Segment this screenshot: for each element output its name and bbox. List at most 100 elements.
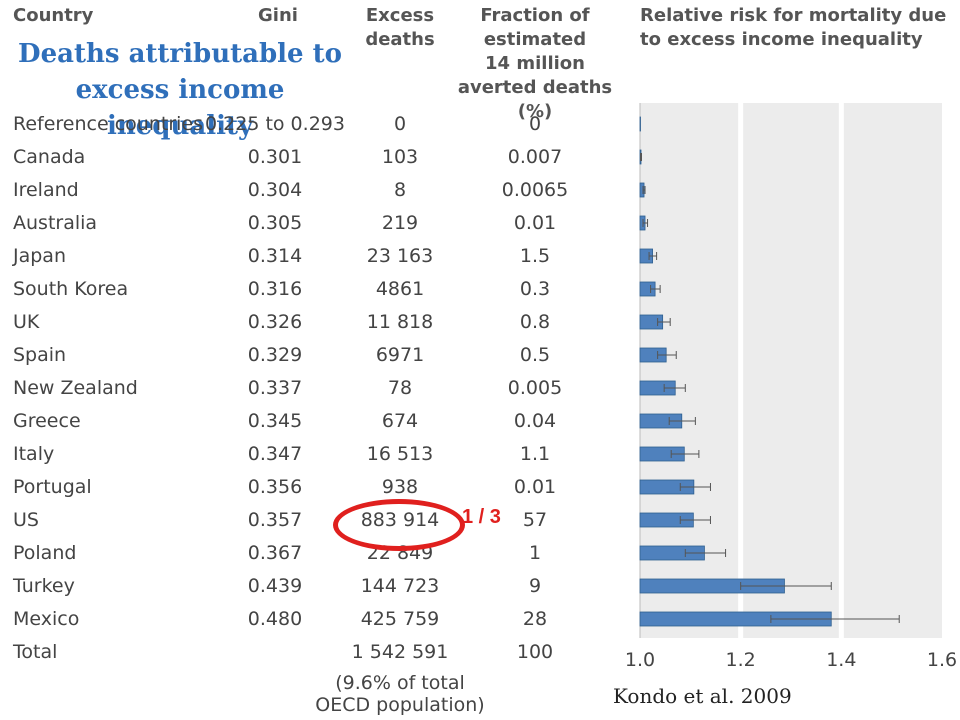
cell-fraction: 0.8: [519, 311, 551, 333]
cell-gini: 0.304: [247, 179, 303, 201]
table-row: Australia 0.305 219 0.01: [0, 208, 600, 238]
relative-risk-bar-chart: 1.0 1.2 1.4 1.6: [625, 103, 957, 671]
us-highlight-ellipse: [333, 499, 465, 551]
cell-gini: 0.316: [247, 278, 303, 300]
header-risk-line: to excess income inequality: [640, 29, 923, 50]
header-fraction: Fraction of estimated 14 million averted…: [440, 4, 630, 124]
cell-gini: 0.367: [247, 542, 303, 564]
one-third-annotation: 1 / 3: [462, 506, 501, 528]
header-fraction-line: Fraction of: [480, 5, 590, 26]
cell-country: Canada: [13, 146, 86, 168]
cell-excess: 23 163: [366, 245, 434, 267]
cell-gini: 0.225 to 0.293: [205, 113, 345, 135]
cell-excess: 144 723: [360, 575, 440, 597]
x-tick-label: 1.4: [826, 649, 856, 671]
table-row: South Korea 0.316 4861 0.3: [0, 274, 600, 304]
cell-country: Ireland: [13, 179, 79, 201]
table-row: Total 1 542 591 100: [0, 637, 600, 667]
table-row: Portugal 0.356 938 0.01: [0, 472, 600, 502]
cell-fraction: 9: [528, 575, 542, 597]
cell-country: Poland: [13, 542, 77, 564]
cell-gini: 0.301: [247, 146, 303, 168]
cell-gini: 0.356: [247, 476, 303, 498]
cell-fraction: 0.04: [513, 410, 557, 432]
cell-fraction: 1.1: [519, 443, 551, 465]
cell-excess: 0: [393, 113, 407, 135]
table-row: Canada 0.301 103 0.007: [0, 142, 600, 172]
gridline: [738, 103, 744, 638]
header-gini: Gini: [258, 5, 298, 26]
cell-fraction: 28: [522, 608, 548, 630]
cell-gini: 0.337: [247, 377, 303, 399]
cell-excess: 219: [381, 212, 419, 234]
header-excess-line: deaths: [365, 29, 435, 50]
cell-country: Spain: [13, 344, 67, 366]
x-tick-label: 1.2: [726, 649, 756, 671]
cell-country: Australia: [13, 212, 98, 234]
cell-country: Greece: [13, 410, 81, 432]
table-row: Mexico 0.480 425 759 28: [0, 604, 600, 634]
gridline: [838, 103, 844, 638]
cell-gini: 0.305: [247, 212, 303, 234]
cell-gini: 0.480: [247, 608, 303, 630]
cell-fraction: 1: [528, 542, 542, 564]
header-country: Country: [13, 5, 94, 26]
cell-fraction: 0.01: [513, 212, 557, 234]
total-note-line: (9.6% of total: [335, 672, 465, 694]
cell-country: Italy: [13, 443, 55, 465]
cell-country: Turkey: [13, 575, 75, 597]
bar: [639, 116, 641, 132]
table-row: Poland 0.367 22 849 1: [0, 538, 600, 568]
cell-excess: 103: [381, 146, 419, 168]
x-tick-label: 1.0: [625, 649, 655, 671]
table-row: US 0.357 883 914 57: [0, 505, 600, 535]
cell-fraction: 100: [516, 641, 554, 663]
header-excess-line: Excess: [365, 5, 435, 26]
cell-excess: 1 542 591: [351, 641, 449, 663]
cell-fraction: 0: [528, 113, 542, 135]
cell-fraction: 0.01: [513, 476, 557, 498]
header-fraction-line: averted deaths (%): [457, 77, 613, 122]
cell-excess: 425 759: [360, 608, 440, 630]
cell-country: South Korea: [13, 278, 129, 300]
cell-fraction: 0.007: [507, 146, 563, 168]
table-row: Spain 0.329 6971 0.5: [0, 340, 600, 370]
cell-country: Total: [13, 641, 58, 663]
header-fraction-line: estimated: [483, 29, 587, 50]
cell-fraction: 0.005: [507, 377, 563, 399]
header-risk-line: Relative risk for mortality due: [640, 5, 947, 26]
table-row: Ireland 0.304 8 0.0065: [0, 175, 600, 205]
table-row: Reference countries 0.225 to 0.293 0 0: [0, 109, 600, 139]
header-relative-risk: Relative risk for mortality due to exces…: [640, 4, 946, 52]
cell-excess: 78: [387, 377, 413, 399]
cell-excess: 16 513: [366, 443, 434, 465]
cell-gini: 0.345: [247, 410, 303, 432]
cell-fraction: 1.5: [519, 245, 551, 267]
cell-fraction: 0.5: [519, 344, 551, 366]
cell-gini: 0.347: [247, 443, 303, 465]
total-note-line: OECD population): [315, 694, 485, 716]
cell-fraction: 57: [522, 509, 548, 531]
cell-excess: 11 818: [366, 311, 434, 333]
table-row: New Zealand 0.337 78 0.005: [0, 373, 600, 403]
cell-gini: 0.439: [247, 575, 303, 597]
table-row: Turkey 0.439 144 723 9: [0, 571, 600, 601]
cell-excess: 674: [381, 410, 419, 432]
table-row: Greece 0.345 674 0.04: [0, 406, 600, 436]
cell-gini: 0.357: [247, 509, 303, 531]
cell-excess: 938: [381, 476, 419, 498]
cell-gini: 0.326: [247, 311, 303, 333]
cell-excess: 6971: [375, 344, 425, 366]
total-note: (9.6% of total OECD population): [300, 672, 500, 716]
header-fraction-line: 14 million: [485, 53, 585, 74]
header-excess: Excess deaths: [345, 4, 455, 52]
table-row: UK 0.326 11 818 0.8: [0, 307, 600, 337]
cell-excess: 8: [393, 179, 407, 201]
slide-title: Deaths attributable to excess income ine…: [10, 36, 350, 144]
cell-country: US: [13, 509, 39, 531]
cell-gini: 0.314: [247, 245, 303, 267]
table-row: Italy 0.347 16 513 1.1: [0, 439, 600, 469]
cell-country: Portugal: [13, 476, 92, 498]
cell-country: Mexico: [13, 608, 80, 630]
cell-country: UK: [13, 311, 40, 333]
